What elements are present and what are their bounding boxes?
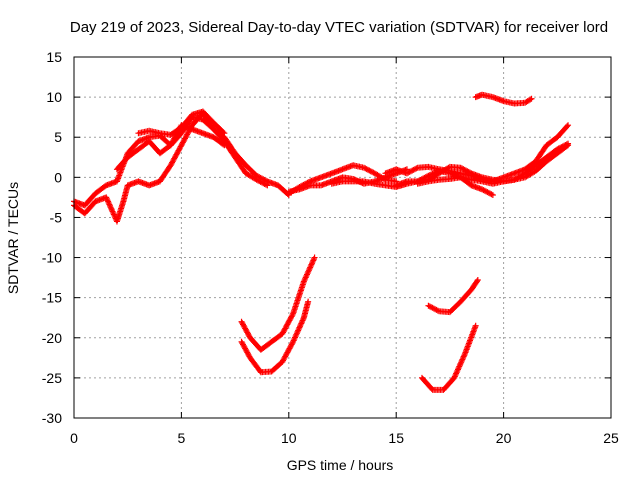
y-tick-labels: -30 -25 -20 -15 -10 -5 0 5 10 15: [42, 49, 611, 426]
data-point: [474, 277, 481, 284]
data-point: [221, 130, 228, 137]
series-track-j: [414, 140, 572, 187]
series-track-l: [238, 254, 318, 353]
data-series: [71, 91, 572, 393]
data-point: [565, 122, 572, 129]
x-tick-label: 0: [70, 430, 78, 446]
data-point: [434, 307, 441, 314]
data-point: [565, 140, 572, 147]
x-tick-label: 10: [281, 430, 297, 446]
series-track-d: [135, 108, 228, 138]
data-point: [528, 95, 535, 102]
series-track-o: [418, 322, 479, 393]
chart-title: Day 219 of 2023, Sidereal Day-to-day VTE…: [70, 19, 608, 36]
x-tick-label: 25: [603, 430, 619, 446]
data-point: [489, 191, 496, 198]
data-point: [474, 278, 481, 285]
y-tick-label: -30: [42, 410, 62, 426]
y-tick-label: 10: [46, 89, 62, 105]
data-point: [472, 322, 479, 329]
data-point: [527, 96, 534, 103]
y-tick-label: 5: [54, 129, 62, 145]
y-tick-label: -5: [50, 209, 63, 225]
data-point: [289, 340, 296, 347]
data-point: [220, 141, 227, 148]
y-tick-label: 0: [54, 169, 62, 185]
data-point: [564, 123, 571, 130]
x-axis-label: GPS time / hours: [287, 457, 394, 473]
data-point: [220, 129, 227, 136]
x-tick-label: 15: [388, 430, 404, 446]
x-tick-label: 5: [178, 430, 186, 446]
data-point: [289, 312, 296, 319]
data-point: [467, 169, 474, 176]
y-tick-label: -15: [42, 290, 62, 306]
y-axis-label: SDTVAR / TECUs: [5, 182, 21, 294]
data-point: [262, 177, 269, 184]
data-point: [413, 165, 420, 172]
y-tick-label: -20: [42, 330, 62, 346]
y-tick-label: -10: [42, 250, 62, 266]
series-track-n: [425, 277, 481, 316]
grid-lines: [74, 57, 611, 418]
plot-frame: [73, 56, 612, 419]
series-track-b: [71, 110, 292, 225]
series-track-m: [238, 298, 312, 376]
y-tick-label: 15: [46, 49, 62, 65]
x-tick-label: 20: [496, 430, 512, 446]
data-point: [305, 298, 312, 305]
series-track-k: [472, 91, 535, 107]
data-point: [488, 191, 495, 198]
x-tick-labels: 0 5 10 15 20 25: [70, 57, 619, 446]
data-point: [311, 254, 318, 261]
data-point: [563, 141, 570, 148]
data-point: [221, 142, 228, 149]
y-tick-label: -25: [42, 370, 62, 386]
